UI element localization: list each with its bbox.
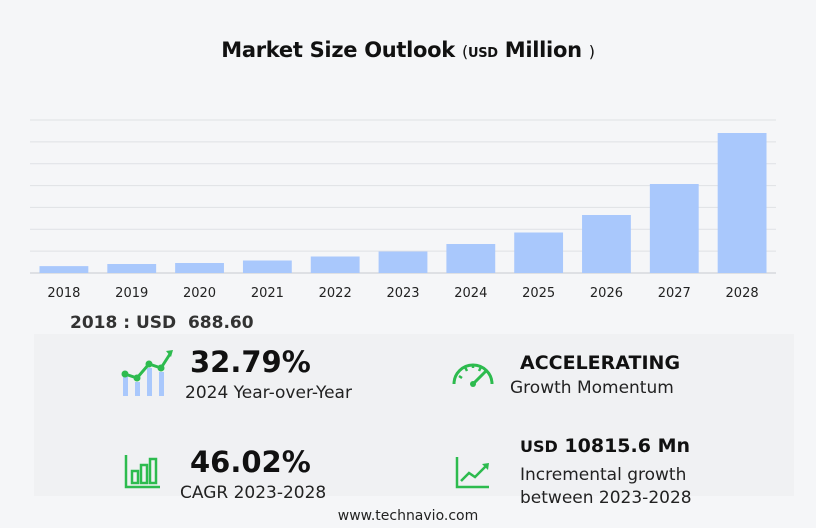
bar-2021 — [242, 260, 292, 273]
base-year-value: 688.60 — [187, 313, 254, 333]
bar-chart-icon — [124, 455, 160, 489]
x-tick-label: 2019 — [115, 286, 148, 301]
incremental-stat: USD 10815.6 Mn — [520, 435, 690, 457]
momentum-label-wrap: Growth Momentum — [510, 378, 674, 398]
base-year-label: 2018 : USD 688.60 — [70, 313, 254, 333]
bar-2026 — [582, 215, 631, 273]
bar-chart: 2018 2019 2020 2021 2022 2023 2024 2025 2026 2027… — [30, 119, 776, 301]
x-tick-label: 2024 — [454, 286, 487, 301]
bar-2028 — [717, 133, 767, 273]
title-unit-main: Million — [504, 38, 582, 62]
yoy-value: 32.79% — [190, 345, 311, 379]
momentum-stat: ACCELERATING — [520, 352, 680, 374]
title-unit-close: ) — [588, 42, 595, 61]
bar-2027 — [649, 184, 699, 273]
title-main: Market Size Outlook — [221, 38, 455, 62]
bar-2024 — [446, 244, 496, 273]
x-tick-label: 2026 — [590, 286, 623, 301]
incremental-label-2: between 2023-2028 — [520, 488, 692, 508]
trend-line-icon — [455, 457, 489, 489]
cagr-value: 46.02% — [190, 445, 311, 479]
x-tick-label: 2027 — [658, 286, 691, 301]
growth-chart-icon — [121, 350, 173, 396]
x-tick-label: 2018 — [47, 286, 80, 301]
base-year-prefix: 2018 : USD — [70, 313, 177, 333]
x-tick-label: 2025 — [522, 286, 555, 301]
bar-2025 — [514, 232, 564, 273]
title-unit-prefix: USD — [467, 46, 498, 61]
incremental-value: 10815.6 Mn — [564, 435, 691, 457]
cagr-label: CAGR 2023-2028 — [180, 483, 327, 503]
incremental-label-wrap-2: between 2023-2028 — [520, 488, 692, 508]
x-tick-label: 2023 — [386, 286, 419, 301]
x-tick-label: 2028 — [726, 286, 759, 301]
stats-panel — [34, 334, 794, 496]
momentum-value: ACCELERATING — [520, 352, 681, 374]
incremental-prefix: USD — [520, 437, 558, 456]
cagr-label-wrap: CAGR 2023-2028 — [180, 483, 326, 503]
chart-title: Market Size Outlook (USD Million ) — [0, 38, 816, 62]
yoy-label: 2024 Year-over-Year — [185, 383, 352, 403]
x-tick-label: 2020 — [183, 286, 216, 301]
title-unit-open: ( — [461, 42, 468, 61]
footer-url[interactable]: www.technavio.com — [337, 508, 479, 524]
momentum-label: Growth Momentum — [510, 378, 674, 398]
yoy-stat: 32.79% — [190, 345, 311, 379]
speedometer-icon — [452, 363, 494, 387]
cagr-stat: 46.02% — [190, 445, 311, 479]
incremental-label-wrap: Incremental growth — [520, 465, 686, 485]
bar-2020 — [175, 263, 224, 273]
x-tick-label: 2021 — [251, 286, 284, 301]
yoy-label-wrap: 2024 Year-over-Year — [185, 383, 352, 403]
x-tick-label: 2022 — [319, 286, 352, 301]
bar-2022 — [310, 256, 360, 273]
bar-2018 — [39, 266, 89, 273]
bar-2023 — [378, 251, 428, 273]
incremental-label-1: Incremental growth — [520, 465, 687, 485]
bar-2019 — [107, 264, 157, 273]
